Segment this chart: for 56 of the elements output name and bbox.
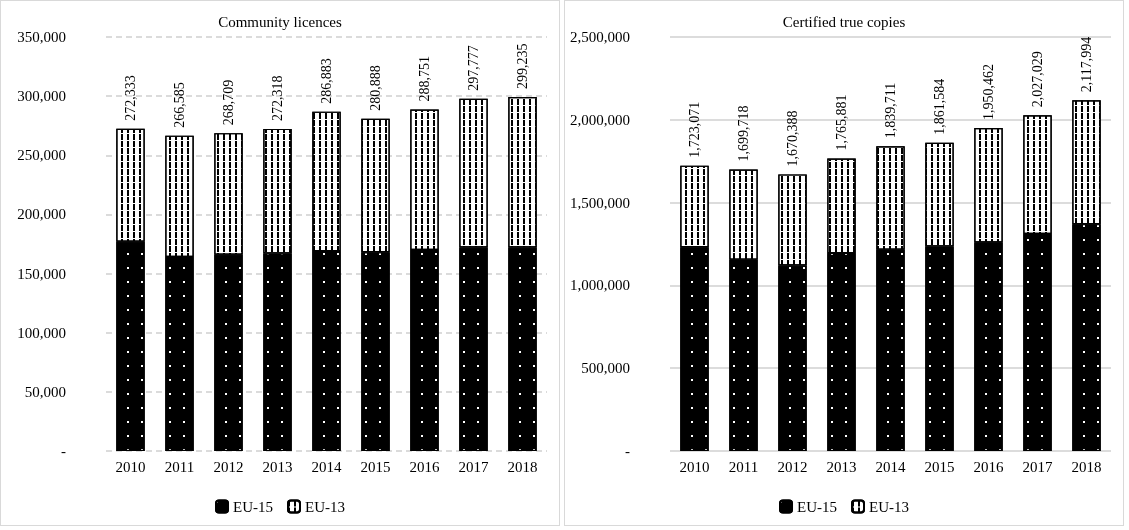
x-tick-label: 2012 <box>777 458 808 475</box>
chart-title: Certified true copies <box>782 13 906 30</box>
x-tick-label: 2016 <box>973 458 1004 475</box>
total-label: 1,765,881 <box>834 94 849 151</box>
total-label: 1,670,388 <box>785 110 800 167</box>
y-tick-label: 1,000,000 <box>570 277 630 294</box>
total-label: 268,709 <box>221 79 236 126</box>
legend-label: EU-15 <box>797 498 838 515</box>
x-tick-label: 2016 <box>409 458 440 475</box>
x-tick-label: 2014 <box>311 458 342 475</box>
x-tick-label: 2010 <box>679 458 710 475</box>
y-tick-label: 1,500,000 <box>570 194 630 211</box>
y-tick-label: 2,000,000 <box>570 111 630 128</box>
total-label: 272,333 <box>123 75 138 121</box>
y-tick-label: 50,000 <box>24 383 66 400</box>
total-label: 286,883 <box>319 58 334 104</box>
total-label: 280,888 <box>368 65 383 111</box>
total-label: 299,235 <box>515 43 530 90</box>
x-tick-label: 2015 <box>924 458 955 475</box>
x-tick-label: 2011 <box>164 458 195 475</box>
x-tick-label: 2011 <box>728 458 759 475</box>
y-tick-label: 200,000 <box>17 206 66 223</box>
y-tick-label: 300,000 <box>17 88 66 105</box>
total-label: 272,318 <box>270 75 285 121</box>
x-tick-label: 2017 <box>1022 458 1053 475</box>
x-tick-label: 2018 <box>1071 458 1102 475</box>
y-tick-label: - <box>61 443 66 459</box>
y-tick-label: 250,000 <box>17 147 66 164</box>
total-label: 2,117,994 <box>1079 36 1094 93</box>
x-tick-label: 2018 <box>507 458 538 475</box>
total-label: 2,027,029 <box>1030 51 1045 108</box>
y-tick-label: - <box>625 443 630 459</box>
chart-title: Community licences <box>218 13 343 30</box>
total-label: 1,861,584 <box>932 78 947 135</box>
y-tick-label: 500,000 <box>581 360 630 377</box>
x-tick-label: 2010 <box>115 458 146 475</box>
x-tick-label: 2015 <box>360 458 391 475</box>
total-label: 288,751 <box>417 55 432 102</box>
x-tick-label: 2013 <box>826 458 857 475</box>
total-label: 1,723,071 <box>687 101 702 158</box>
legend-label: EU-13 <box>869 498 909 515</box>
total-label: 266,585 <box>172 82 187 128</box>
x-tick-label: 2017 <box>458 458 489 475</box>
legend-label: EU-13 <box>305 498 345 515</box>
legend-label: EU-15 <box>233 498 274 515</box>
y-tick-label: 100,000 <box>17 324 66 341</box>
total-label: 1,950,462 <box>981 64 996 120</box>
x-tick-label: 2012 <box>213 458 244 475</box>
y-tick-label: 150,000 <box>17 265 66 282</box>
total-label: 1,839,711 <box>883 82 898 139</box>
y-tick-label: 2,500,000 <box>570 29 630 45</box>
total-label: 1,699,718 <box>736 105 751 162</box>
total-label: 297,777 <box>466 45 481 91</box>
x-tick-label: 2014 <box>875 458 906 475</box>
y-tick-label: 350,000 <box>17 29 66 45</box>
x-tick-label: 2013 <box>262 458 293 475</box>
